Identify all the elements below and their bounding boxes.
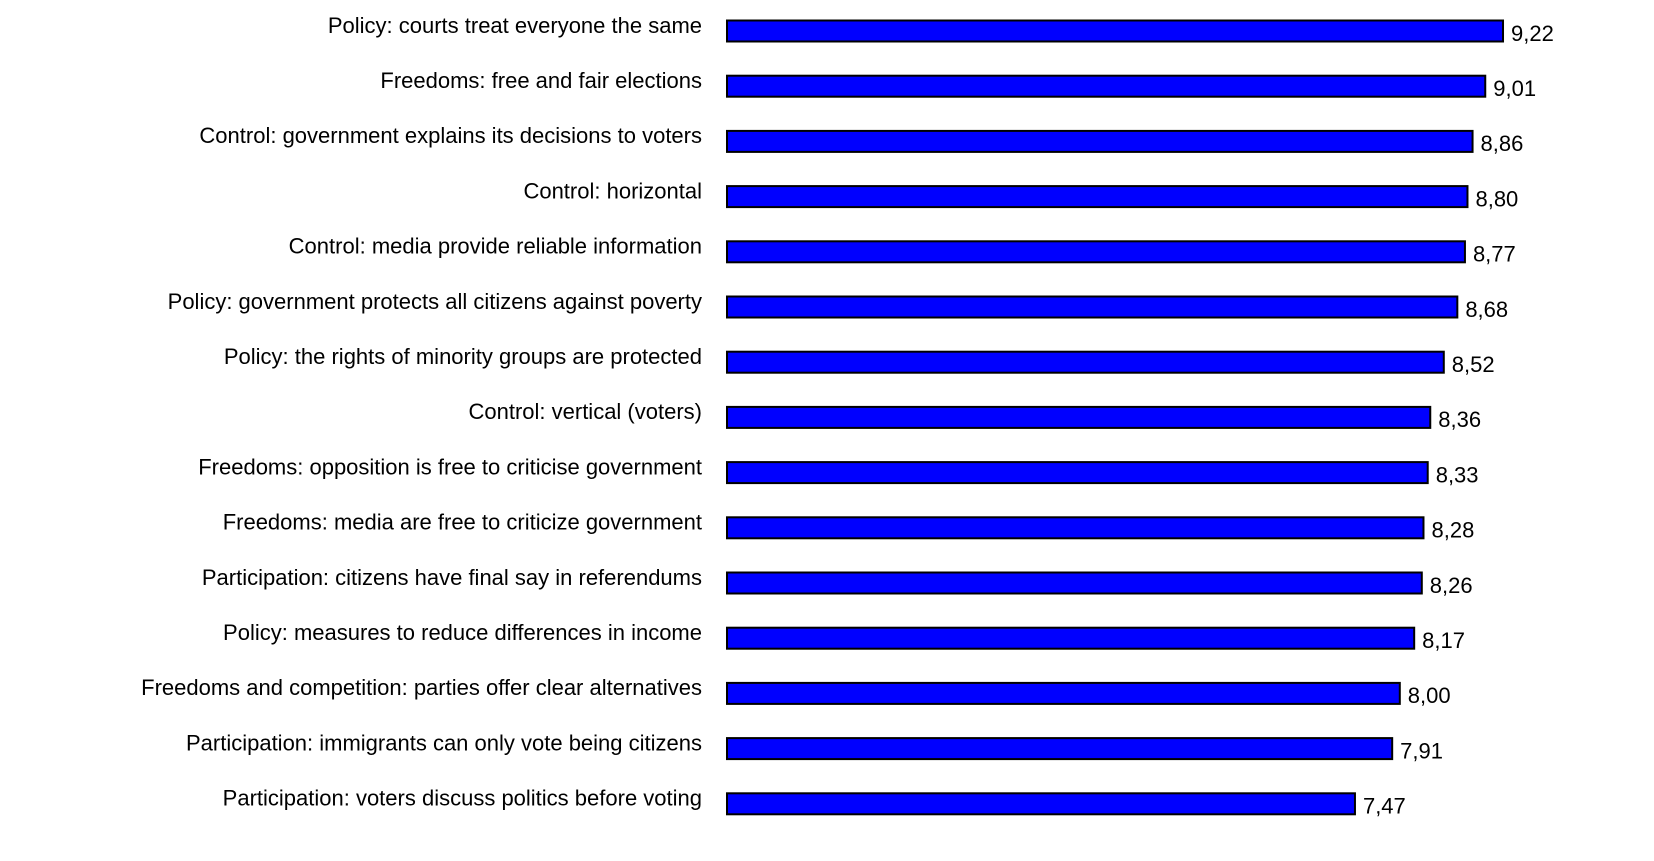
- value-label: 9,22: [1511, 21, 1554, 46]
- category-label: Control: vertical (voters): [468, 399, 702, 424]
- value-label: 8,77: [1473, 242, 1516, 267]
- bar: [726, 295, 1459, 319]
- bar: [726, 626, 1416, 650]
- value-label: 8,36: [1438, 407, 1481, 432]
- category-label: Freedoms and competition: parties offer …: [141, 675, 702, 700]
- value-label: 8,52: [1452, 352, 1495, 377]
- value-label: 8,00: [1408, 683, 1451, 708]
- value-label: 8,86: [1481, 131, 1524, 156]
- category-label: Control: media provide reliable informat…: [289, 234, 702, 259]
- bar: [726, 240, 1466, 264]
- bar: [726, 19, 1505, 43]
- category-label: Control: horizontal: [523, 178, 702, 203]
- bar: [726, 737, 1394, 761]
- category-label: Freedoms: media are free to criticize go…: [223, 510, 702, 535]
- value-label: 8,80: [1475, 186, 1518, 211]
- bar: [726, 461, 1429, 485]
- value-label: 7,47: [1363, 794, 1406, 819]
- category-label: Control: government explains its decisio…: [199, 123, 702, 148]
- value-label: 8,17: [1422, 628, 1465, 653]
- category-label: Freedoms: free and fair elections: [380, 68, 702, 93]
- value-label: 8,68: [1465, 297, 1508, 322]
- value-label: 8,26: [1430, 573, 1473, 598]
- value-label: 9,01: [1493, 76, 1536, 101]
- category-label: Policy: courts treat everyone the same: [328, 13, 702, 38]
- bar: [726, 350, 1445, 374]
- bar: [726, 185, 1469, 209]
- bar: [726, 792, 1356, 816]
- bar: [726, 516, 1425, 540]
- value-label: 8,28: [1431, 518, 1474, 543]
- category-label: Policy: measures to reduce differences i…: [223, 620, 702, 645]
- bar: [726, 129, 1474, 153]
- category-label: Policy: government protects all citizens…: [168, 289, 702, 314]
- value-label: 7,91: [1400, 738, 1443, 763]
- value-label: 8,33: [1436, 462, 1479, 487]
- bar: [726, 681, 1401, 705]
- bar: [726, 74, 1487, 98]
- category-label: Policy: the rights of minority groups ar…: [224, 344, 702, 369]
- category-label: Participation: voters discuss politics b…: [223, 786, 702, 811]
- category-label: Participation: citizens have final say i…: [202, 565, 702, 590]
- category-label: Participation: immigrants can only vote …: [186, 730, 702, 755]
- bar: [726, 405, 1432, 429]
- bar: [726, 571, 1423, 595]
- category-label: Freedoms: opposition is free to criticis…: [198, 454, 702, 479]
